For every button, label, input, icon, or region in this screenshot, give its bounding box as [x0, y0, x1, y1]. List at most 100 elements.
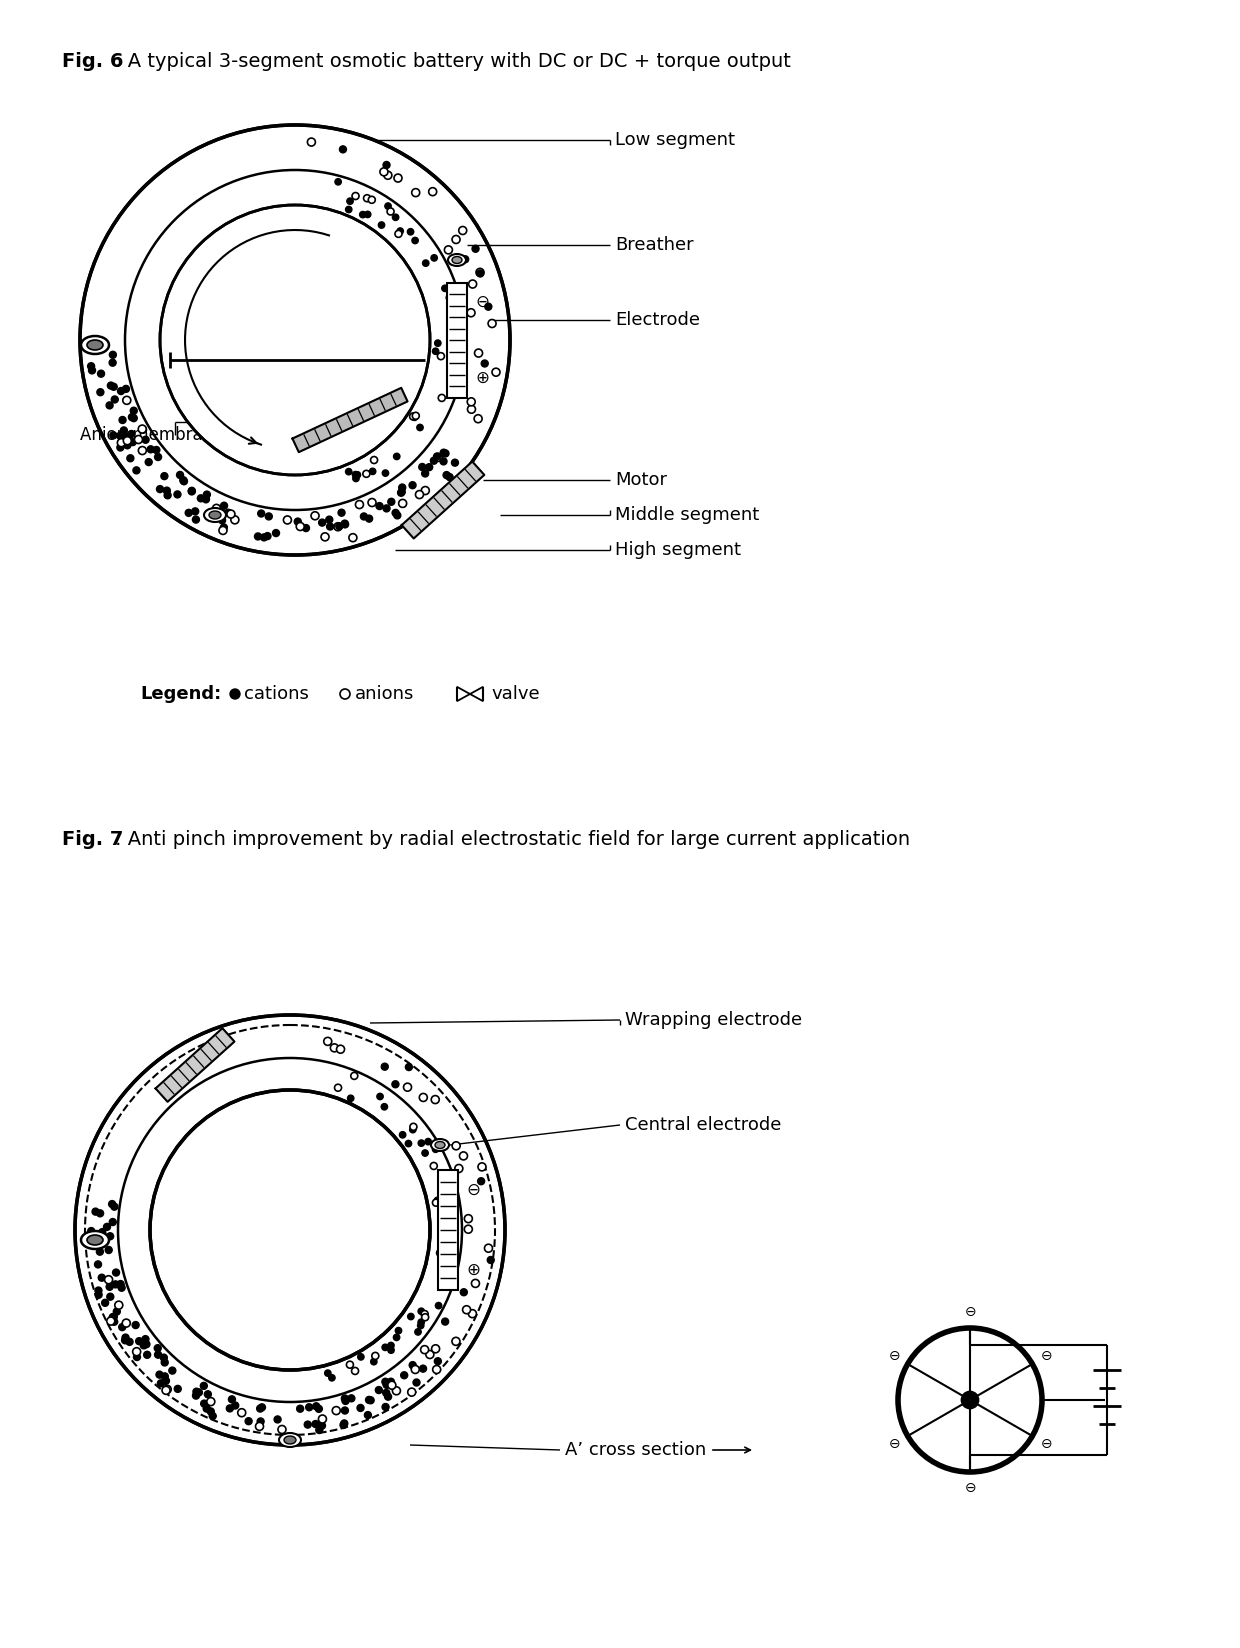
Circle shape — [367, 1398, 374, 1404]
Circle shape — [118, 387, 124, 394]
Circle shape — [88, 1228, 94, 1234]
Circle shape — [371, 456, 377, 463]
Circle shape — [324, 1037, 332, 1045]
Circle shape — [351, 1073, 358, 1079]
Circle shape — [124, 442, 131, 448]
Circle shape — [110, 1318, 118, 1325]
Circle shape — [329, 1374, 335, 1381]
Circle shape — [153, 447, 160, 453]
Circle shape — [346, 468, 352, 475]
Circle shape — [139, 447, 146, 455]
Circle shape — [97, 1248, 103, 1256]
Circle shape — [409, 481, 417, 489]
Circle shape — [432, 1345, 440, 1353]
Circle shape — [446, 473, 453, 481]
Circle shape — [365, 211, 371, 218]
Circle shape — [181, 478, 187, 485]
Circle shape — [471, 1279, 480, 1287]
Ellipse shape — [432, 1139, 449, 1150]
Circle shape — [368, 499, 376, 506]
Circle shape — [120, 432, 128, 438]
Circle shape — [212, 504, 221, 513]
Circle shape — [415, 1328, 422, 1335]
Circle shape — [294, 517, 301, 526]
Circle shape — [436, 1249, 444, 1256]
Circle shape — [422, 486, 429, 494]
Circle shape — [418, 1140, 424, 1147]
Circle shape — [246, 1417, 252, 1424]
Circle shape — [419, 1094, 428, 1101]
Circle shape — [325, 1369, 331, 1376]
Circle shape — [408, 1313, 414, 1320]
Circle shape — [109, 1201, 115, 1208]
Circle shape — [383, 1381, 391, 1388]
Circle shape — [162, 1378, 170, 1384]
Circle shape — [133, 1322, 139, 1328]
Circle shape — [382, 1404, 389, 1411]
Circle shape — [113, 1309, 120, 1315]
Circle shape — [174, 491, 181, 498]
Circle shape — [129, 438, 136, 445]
Circle shape — [108, 382, 114, 389]
Circle shape — [384, 1393, 392, 1401]
Polygon shape — [402, 461, 485, 539]
Circle shape — [412, 188, 419, 196]
Circle shape — [397, 227, 403, 234]
Circle shape — [376, 503, 383, 509]
Circle shape — [401, 1371, 408, 1379]
Circle shape — [103, 1223, 110, 1231]
Circle shape — [232, 1402, 239, 1409]
Circle shape — [485, 303, 492, 310]
Circle shape — [129, 414, 135, 420]
Circle shape — [120, 427, 128, 433]
Circle shape — [110, 432, 117, 438]
Text: Wrapping electrode: Wrapping electrode — [625, 1010, 802, 1028]
Circle shape — [366, 1396, 372, 1404]
Circle shape — [224, 509, 232, 516]
Ellipse shape — [284, 1435, 296, 1444]
Circle shape — [133, 1348, 140, 1356]
Circle shape — [258, 1404, 265, 1411]
Circle shape — [110, 1203, 118, 1210]
Circle shape — [418, 1309, 424, 1315]
Circle shape — [434, 453, 443, 461]
Circle shape — [348, 1394, 355, 1402]
Circle shape — [388, 498, 394, 506]
Circle shape — [207, 1407, 215, 1416]
Circle shape — [336, 1045, 343, 1053]
Circle shape — [409, 414, 417, 420]
Circle shape — [434, 1196, 440, 1203]
Circle shape — [398, 488, 405, 496]
Circle shape — [432, 255, 438, 260]
Circle shape — [449, 257, 456, 265]
Circle shape — [412, 412, 419, 419]
Circle shape — [144, 1351, 150, 1358]
Circle shape — [443, 471, 450, 478]
Circle shape — [140, 1341, 148, 1348]
Text: Electrode: Electrode — [615, 311, 701, 330]
Circle shape — [489, 320, 496, 328]
Circle shape — [118, 438, 125, 447]
Ellipse shape — [448, 254, 466, 265]
Circle shape — [425, 1350, 434, 1358]
Circle shape — [382, 470, 388, 476]
Circle shape — [162, 1386, 170, 1394]
Circle shape — [441, 450, 449, 456]
Circle shape — [341, 1394, 348, 1402]
Text: : Anti pinch improvement by radial electrostatic field for large current applica: : Anti pinch improvement by radial elect… — [115, 831, 910, 849]
Ellipse shape — [210, 511, 221, 519]
Circle shape — [110, 1313, 118, 1320]
Circle shape — [319, 1422, 325, 1429]
Circle shape — [203, 491, 211, 498]
Circle shape — [296, 522, 304, 531]
Circle shape — [341, 1421, 347, 1427]
Circle shape — [383, 162, 391, 168]
Circle shape — [422, 1310, 428, 1317]
Circle shape — [419, 463, 425, 470]
Text: Fig. 6: Fig. 6 — [62, 53, 124, 71]
Circle shape — [425, 463, 433, 471]
Circle shape — [175, 1386, 181, 1393]
Text: Breather: Breather — [615, 236, 693, 254]
Circle shape — [381, 1104, 388, 1111]
Circle shape — [202, 496, 210, 503]
